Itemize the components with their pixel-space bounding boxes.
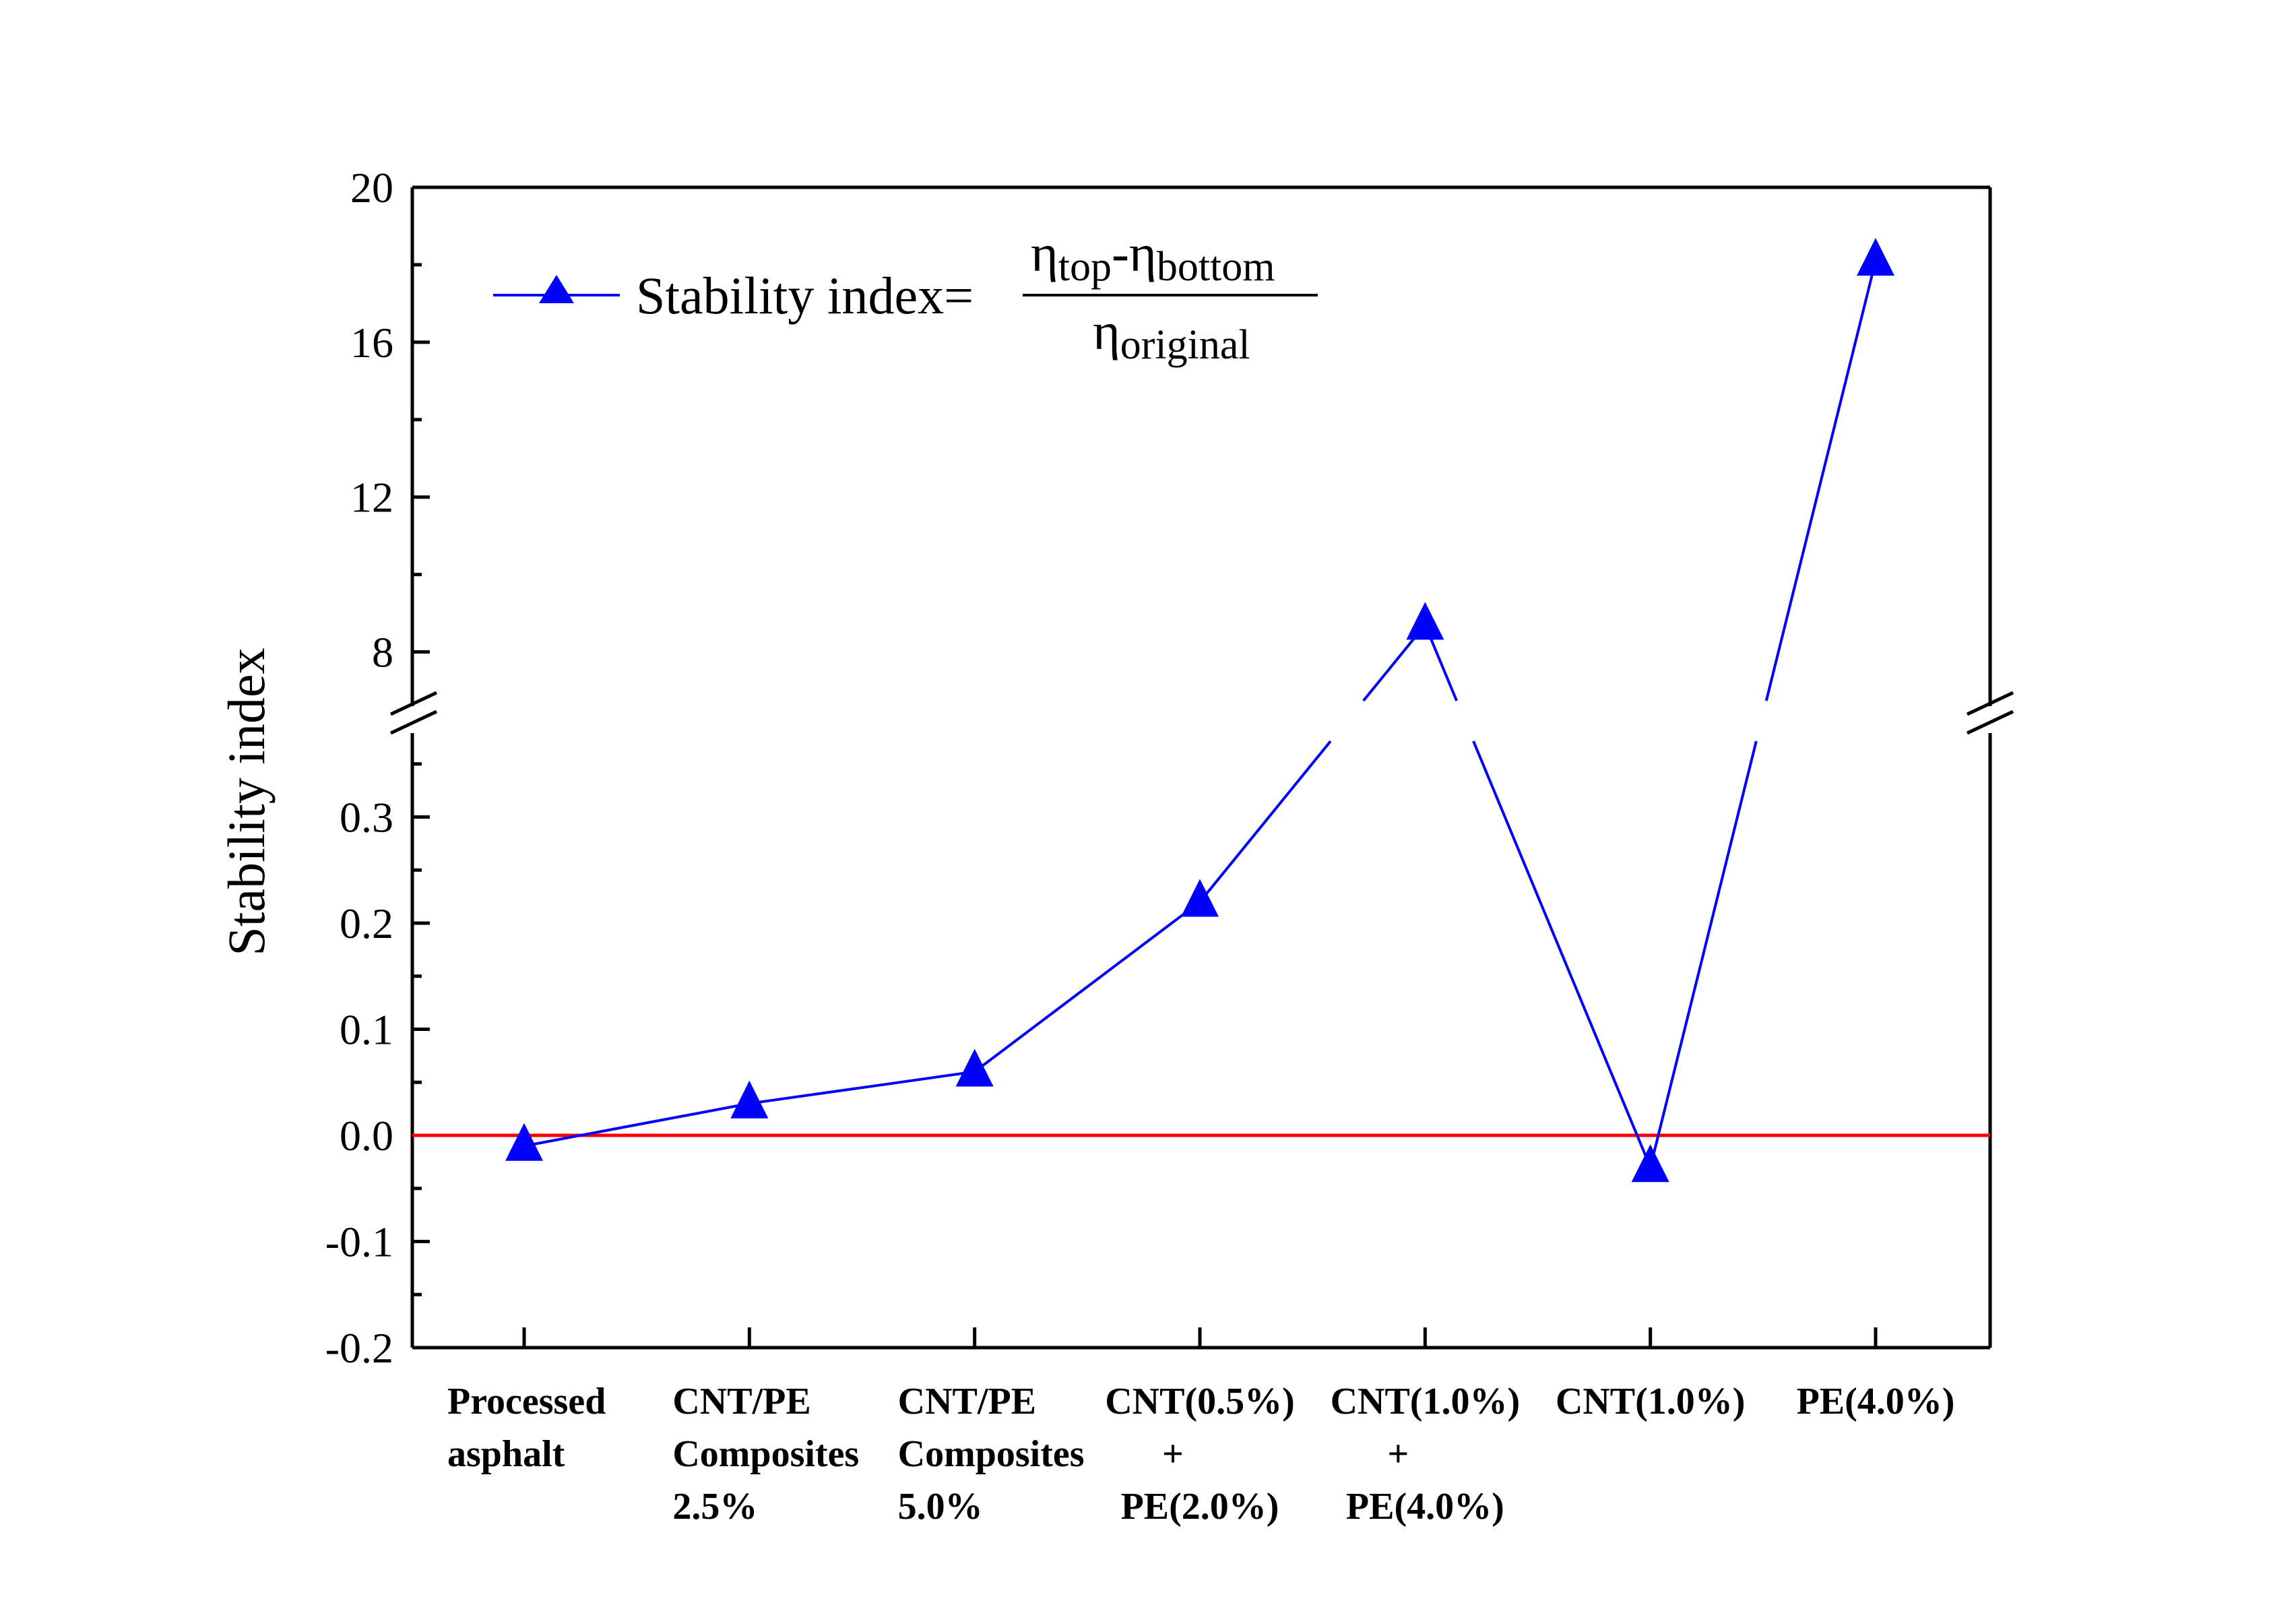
eta-symbol-3: η — [1093, 302, 1120, 360]
data-point-triangle — [1857, 238, 1894, 276]
data-point-triangle — [1631, 1144, 1669, 1183]
x-category-label: CNT(0.5%) — [1105, 1381, 1295, 1422]
legend-formula-denominator: ηoriginal — [1093, 302, 1250, 368]
data-point-triangle — [730, 1080, 769, 1119]
sub-top: top — [1058, 244, 1112, 290]
y-tick-label: 12 — [350, 474, 393, 522]
series-stability-index — [505, 238, 1894, 1183]
x-category-label: Composites — [672, 1433, 859, 1475]
eta-symbol-2: η — [1129, 224, 1157, 282]
data-point-triangle — [1181, 879, 1219, 917]
x-category-label: + — [1387, 1433, 1409, 1475]
y-tick-label: 20 — [350, 164, 393, 212]
y-tick-label: -0.2 — [325, 1324, 393, 1372]
axis-break-right-2 — [1966, 710, 2014, 735]
x-category-label: + — [1162, 1433, 1184, 1475]
x-category-label: PE(4.0%) — [1346, 1486, 1504, 1528]
axis-break-left-1 — [389, 691, 438, 716]
sub-bottom: bottom — [1157, 244, 1275, 290]
y-tick-label: 0.1 — [340, 1006, 393, 1054]
x-category-label: CNT/PE — [672, 1381, 810, 1422]
data-point-triangle — [505, 1123, 543, 1161]
legend-formula-numerator: ηtop-ηbottom — [1031, 224, 1275, 290]
x-category-label: CNT/PE — [898, 1381, 1036, 1422]
x-category-label: PE(4.0%) — [1797, 1381, 1955, 1422]
plot-frame — [389, 185, 2014, 1350]
x-category-label: 5.0% — [898, 1486, 983, 1528]
sub-original: original — [1120, 322, 1250, 368]
axis-break-right-1 — [1966, 691, 2014, 716]
series-segment — [749, 1070, 975, 1105]
legend: Stability index= ηtop-ηbottom ηoriginal — [493, 224, 1318, 368]
x-category-label: 2.5% — [672, 1486, 757, 1528]
series-segment — [1199, 740, 1332, 903]
series-segment — [1764, 260, 1877, 701]
series-segment — [974, 900, 1201, 1073]
y-tick-labels: -0.2 -0.1 0.0 0.1 0.2 0.3 8 12 16 20 — [325, 164, 393, 1372]
y-tick-label: 0.0 — [340, 1112, 393, 1160]
series-segment — [1472, 741, 1652, 1168]
x-category-labels: Processed asphalt CNT/PE Composites 2.5% CNT/… — [447, 1381, 1954, 1528]
minus-sign: - — [1112, 224, 1129, 282]
data-point-triangle — [1406, 602, 1444, 640]
legend-label: Stability index= — [636, 266, 974, 325]
axis-break-left-2 — [389, 710, 438, 735]
x-category-label: CNT(1.0%) — [1556, 1381, 1746, 1422]
legend-triangle-marker — [539, 275, 574, 303]
y-tick-label: 0.2 — [340, 900, 393, 947]
y-tick-label: -0.1 — [325, 1218, 393, 1266]
y-tick-label: 8 — [372, 629, 393, 677]
x-category-label: CNT(1.0%) — [1331, 1381, 1521, 1422]
series-segment — [1649, 741, 1758, 1168]
series-segment — [523, 1102, 750, 1148]
data-point-triangle — [955, 1048, 994, 1087]
x-category-label: asphalt — [447, 1433, 565, 1475]
y-tick-label: 0.3 — [340, 794, 393, 842]
y-axis-title: Stability index — [217, 648, 276, 955]
x-category-label: Processed — [447, 1381, 606, 1422]
x-category-label: Composites — [898, 1433, 1085, 1475]
x-category-label: PE(2.0%) — [1121, 1486, 1279, 1528]
eta-symbol: η — [1031, 224, 1058, 282]
y-tick-label: 16 — [350, 319, 393, 367]
